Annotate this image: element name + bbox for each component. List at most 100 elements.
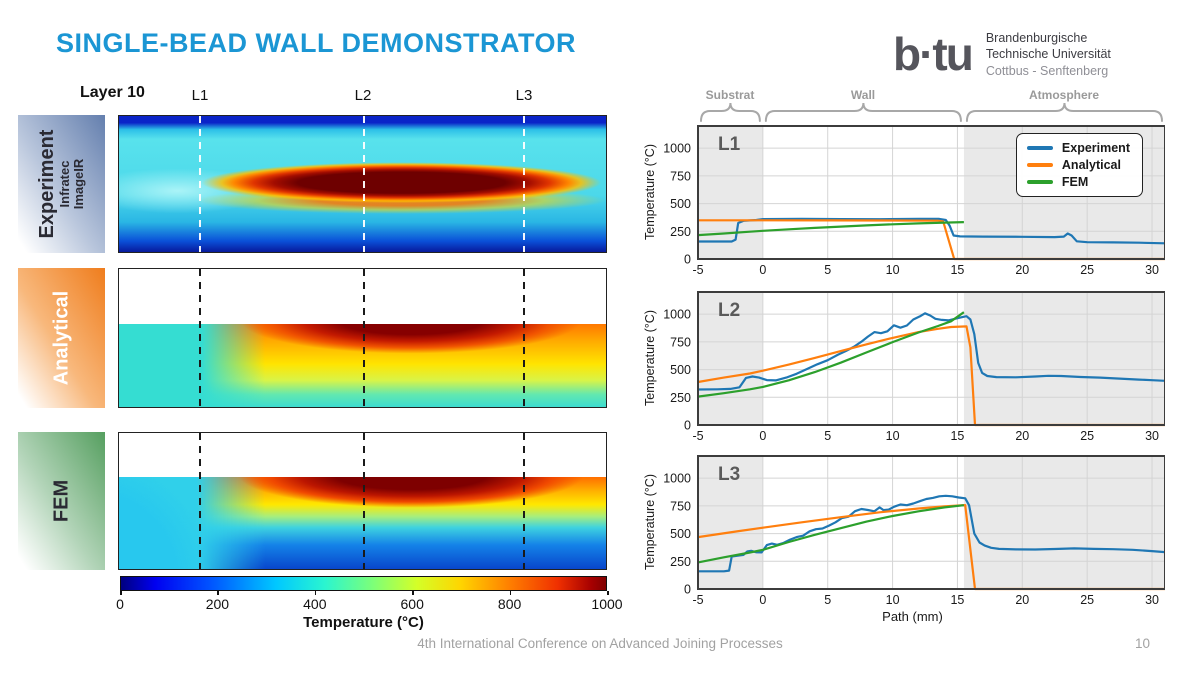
x-tick-label: 30 — [1145, 429, 1159, 440]
sidebar-fem-text: FEM — [50, 479, 72, 523]
chart-tag-l2: L2 — [718, 300, 741, 321]
page-title: SINGLE-BEAD WALL DEMONSTRATOR — [56, 28, 576, 58]
x-tick-label: -5 — [692, 593, 703, 604]
cut-line-l3 — [523, 269, 526, 407]
region-label-substrat: Substrat — [705, 88, 755, 102]
region-label-wall: Wall — [850, 88, 876, 102]
shaded-region — [963, 456, 1165, 589]
sidebar-analytical-text: Analytical — [50, 290, 72, 386]
temperature-colorbar — [120, 576, 607, 591]
x-tick-label: 25 — [1080, 593, 1094, 604]
line-label-l2: L2 — [354, 87, 372, 104]
series-analytical — [698, 219, 1165, 261]
y-tick-label: 750 — [670, 335, 691, 349]
page-number: 10 — [1134, 636, 1150, 651]
legend-label: FEM — [1061, 175, 1089, 189]
x-tick-label: 0 — [759, 263, 766, 274]
experiment-thermal-image — [118, 115, 607, 253]
x-tick-label: 25 — [1080, 263, 1094, 274]
x-tick-label: 15 — [950, 429, 964, 440]
y-tick-label: 750 — [670, 499, 691, 513]
series-analytical — [697, 503, 1165, 591]
legend-label: Analytical — [1061, 158, 1121, 172]
region-brace — [700, 102, 761, 122]
y-tick-label: 250 — [670, 391, 691, 405]
region-brace — [764, 102, 962, 122]
cut-line-l1 — [199, 433, 202, 569]
y-tick-label: 500 — [670, 197, 691, 211]
y-tick-label: 1000 — [663, 308, 691, 322]
y-tick-label: 750 — [670, 169, 691, 183]
region-braces — [700, 102, 1163, 122]
line-label-l3: L3 — [515, 87, 533, 104]
x-tick-label: 5 — [824, 263, 831, 274]
colorbar-tick-mark — [412, 591, 414, 595]
x-tick-label: 0 — [759, 593, 766, 604]
series-fem — [697, 504, 965, 564]
colorbar-tick-label: 1000 — [591, 596, 623, 612]
x-tick-label: 10 — [886, 593, 900, 604]
legend-row: FEM — [1026, 175, 1130, 189]
sidebar-experiment: Experiment Infratec ImageIR — [18, 115, 105, 253]
chart-l2: 0 250 500 750 1000 -5 0 5 10 15 20 25 30 L2 — [660, 288, 1166, 443]
chart-tag-l1: L1 — [718, 134, 741, 155]
analytical-label: Analytical — [50, 290, 72, 386]
x-tick-label: 20 — [1015, 593, 1029, 604]
colorbar-tick-label: 400 — [303, 596, 327, 612]
cut-line-l2 — [362, 433, 365, 569]
shaded-region — [963, 292, 1165, 425]
infratec-label: Infratec — [56, 160, 72, 208]
sidebar-analytical: Analytical — [18, 268, 105, 408]
cut-line-l2 — [362, 269, 365, 407]
colorbar-tick-mark — [120, 591, 122, 595]
colorbar-label: Temperature (°C) — [303, 614, 424, 631]
legend-line-icon — [1026, 146, 1053, 150]
chart-tag-l3: L3 — [718, 464, 741, 485]
y-axis-label-l1: Temperature (°C) — [643, 144, 657, 240]
y-axis-label-l3: Temperature (°C) — [643, 474, 657, 570]
y-tick-label: 0 — [684, 419, 691, 433]
fem-label: FEM — [50, 479, 72, 523]
legend-row: Analytical — [1026, 158, 1130, 172]
charts-panel: Substrat Wall Atmosphere Temperature (°C… — [640, 88, 1170, 633]
x-tick-label: 0 — [759, 429, 766, 440]
chart-l1: 0 250 500 750 1000 -5 0 5 10 15 20 25 30 L1 Experime… — [660, 122, 1166, 277]
series-fem — [697, 311, 965, 398]
sidebar-fem: FEM — [18, 432, 105, 570]
colorbar-tick-mark — [217, 591, 219, 595]
region-brace — [965, 102, 1163, 122]
colorbar-tick-label: 600 — [400, 596, 424, 612]
x-tick-label: 25 — [1080, 429, 1094, 440]
sidebar-experiment-text: Experiment Infratec ImageIR — [35, 129, 87, 239]
line-label-l1: L1 — [191, 87, 209, 104]
colorbar-tick-mark — [314, 591, 317, 595]
legend-line-icon — [1026, 180, 1053, 184]
logo-line2: Technische Universität — [985, 47, 1111, 62]
colorbar-tick-label: 0 — [116, 596, 124, 612]
y-tick-label: 250 — [670, 225, 691, 239]
y-axis-label-l2: Temperature (°C) — [643, 310, 657, 406]
x-tick-label: 10 — [886, 429, 900, 440]
x-tick-label: 10 — [886, 263, 900, 274]
logo-line3: Cottbus - Senftenberg — [985, 63, 1109, 78]
colorbar-tick-label: 200 — [205, 596, 230, 612]
x-tick-label: 20 — [1015, 263, 1029, 274]
region-label-atmosphere: Atmosphere — [1028, 88, 1100, 102]
y-tick-label: 500 — [670, 363, 691, 377]
experiment-label: Experiment — [35, 129, 58, 239]
colorbar-tick-mark — [607, 591, 609, 595]
conference-name: 4th International Conference on Advanced… — [417, 636, 783, 651]
x-axis-label: Path (mm) — [882, 609, 943, 624]
x-tick-label: 30 — [1145, 593, 1159, 604]
y-tick-label: 1000 — [663, 142, 691, 156]
legend-label: Experiment — [1061, 141, 1130, 155]
btu-logo: b·tu Brandenburgische Technische Univers… — [893, 30, 1111, 79]
x-tick-label: 5 — [824, 429, 831, 440]
colorbar-tick-mark — [509, 591, 512, 595]
cut-line-l2 — [362, 116, 365, 252]
x-tick-label: 15 — [950, 263, 964, 274]
x-tick-label: 30 — [1145, 263, 1159, 274]
